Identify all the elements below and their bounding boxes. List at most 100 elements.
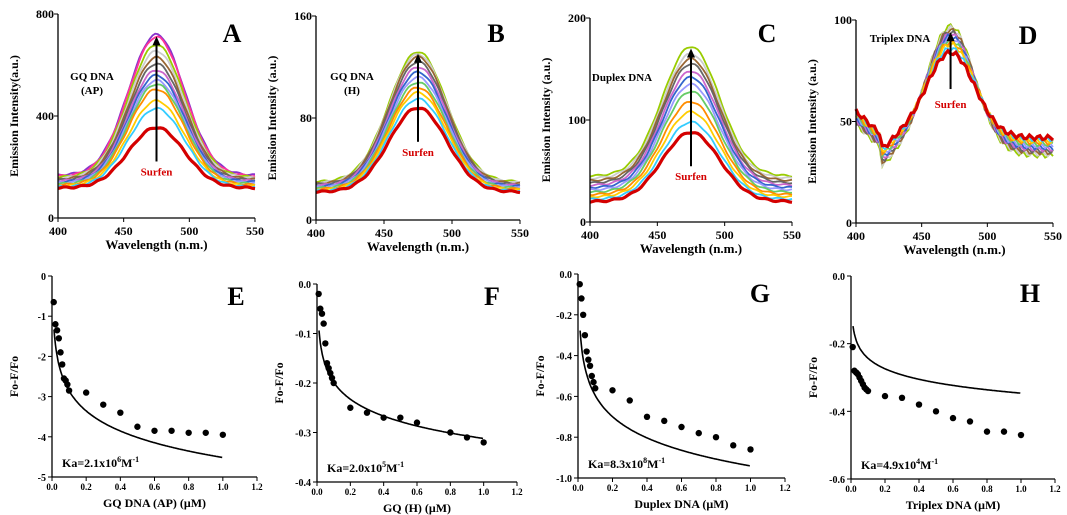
y-tick-label: 80 — [300, 111, 312, 125]
dna-annotation: (H) — [344, 85, 360, 97]
panel-E: 0.0 0.2 0.4 0.6 0.8 1.0 1.2 0 -1 -2 -3 -4 -5 GQ DNA (… — [7, 272, 263, 510]
x-tick-label: 1.2 — [511, 487, 523, 497]
x-tick-label: 0.2 — [345, 487, 357, 497]
x-axis-label: GQ DNA (AP) (μM) — [103, 496, 206, 510]
x-tick-label: 500 — [443, 226, 461, 240]
ka-unit-exponent: -1 — [659, 456, 666, 465]
x-tick-label: 0.2 — [81, 482, 93, 492]
x-tick-label: 450 — [913, 229, 931, 243]
data-point — [626, 397, 633, 404]
y-tick-label: -0.2 — [556, 311, 572, 322]
x-tick-label: 1.2 — [779, 483, 791, 493]
data-point — [1017, 431, 1025, 439]
y-tick-label: 0 — [48, 211, 54, 225]
data-point — [134, 423, 141, 430]
data-point — [219, 431, 227, 438]
data-point — [949, 414, 957, 422]
data-point — [315, 290, 322, 298]
x-tick-label: 550 — [246, 224, 264, 238]
ka-unit-exponent: -1 — [133, 455, 140, 464]
y-tick-label: -1.0 — [556, 474, 572, 485]
ka-unit-exponent: -1 — [932, 457, 939, 466]
panel-G: 0.0 0.2 0.4 0.6 0.8 1.0 1.2 0.0 -0.2 -0.4 -0.6 -0.8… — [533, 270, 791, 511]
x-tick-label: 0.6 — [411, 487, 423, 497]
data-point — [318, 310, 326, 317]
data-point — [151, 427, 158, 434]
x-tick-label: 0.8 — [183, 482, 195, 492]
x-tick-label: 1.0 — [217, 482, 229, 492]
x-tick-label: 400 — [49, 224, 67, 238]
x-tick-label: 1.0 — [1015, 484, 1027, 494]
panel-D: 400 450 500 550 0 50 100 Wavelength (n.m.) Emiss… — [805, 13, 1062, 257]
panel-C: 400 450 500 550 0 100 200 Wavelength (n.m.) Emis… — [539, 11, 801, 256]
y-tick-label: 0 — [41, 272, 46, 283]
data-point — [327, 369, 334, 377]
data-point — [585, 356, 592, 363]
spectrum-line — [589, 46, 793, 178]
y-tick-label: -2 — [38, 352, 46, 363]
fit-curve — [318, 330, 484, 440]
surfen-label: Surfen — [935, 99, 967, 111]
data-point — [50, 298, 57, 306]
y-tick-label: 0.0 — [833, 272, 846, 283]
fit-curve — [579, 330, 750, 467]
surfen-label: Surfen — [675, 171, 707, 183]
y-tick-label: 50 — [840, 115, 852, 129]
data-point — [581, 332, 589, 339]
data-point — [117, 409, 124, 416]
x-tick-label: 550 — [783, 228, 801, 242]
data-point — [100, 401, 107, 408]
x-axis-label: Wavelength (n.m.) — [105, 237, 207, 252]
x-tick-label: 550 — [511, 226, 529, 240]
x-tick-label: 450 — [648, 228, 666, 242]
ka-prefix: Ka=4.9x10 — [861, 458, 916, 472]
data-point — [65, 387, 73, 394]
x-tick-label: 0.2 — [879, 484, 891, 494]
ka-prefix: Ka=8.3x10 — [588, 457, 643, 471]
data-point — [864, 387, 872, 395]
x-tick-label: 400 — [307, 226, 325, 240]
y-axis-label: Emission Intensity (a.u.) — [539, 58, 553, 183]
x-tick-label: 500 — [716, 228, 734, 242]
spectrum-line — [854, 48, 1055, 149]
x-axis-label: Duplex DNA (μM) — [634, 497, 728, 511]
x-tick-label: 1.0 — [478, 487, 490, 497]
data-point — [588, 372, 595, 380]
panel-letter: A — [223, 19, 242, 48]
x-tick-label: 0.8 — [445, 487, 457, 497]
data-point — [397, 414, 404, 421]
data-point — [347, 404, 354, 411]
dna-annotation: GQ DNA — [330, 71, 374, 83]
ka-unit: M — [121, 456, 132, 470]
data-point — [413, 419, 421, 426]
fit-curve — [852, 325, 1021, 394]
y-axis-label: Fo-F/Fo — [806, 357, 820, 398]
arrow-head — [946, 32, 955, 42]
x-tick-label: 0.2 — [607, 483, 619, 493]
y-tick-label: -0.4 — [556, 352, 572, 363]
data-point — [480, 439, 487, 446]
y-axis-label: Fo-F/Fo — [7, 356, 21, 397]
x-tick-label: 0.0 — [311, 487, 323, 497]
y-axis-label: Fo-F/Fo — [533, 355, 547, 396]
y-axis-label: Fo-F/Fo — [272, 362, 286, 403]
dna-annotation: Triplex DNA — [870, 33, 931, 45]
arrow-head — [687, 48, 695, 58]
y-tick-label: -1 — [38, 312, 46, 323]
x-tick-label: 0.4 — [115, 482, 127, 492]
data-point — [678, 423, 685, 431]
x-tick-label: 500 — [978, 229, 996, 243]
panel-letter: F — [484, 282, 500, 311]
data-point — [323, 360, 331, 367]
data-point — [881, 392, 889, 400]
x-tick-label: 550 — [1044, 229, 1062, 243]
data-point — [583, 348, 590, 355]
ka-prefix: Ka=2.1x10 — [62, 456, 117, 470]
data-point — [643, 413, 651, 420]
dna-annotation: Duplex DNA — [592, 72, 652, 84]
data-point — [322, 340, 329, 347]
ka-exponent: 8 — [643, 456, 647, 465]
y-tick-label: -0.2 — [295, 379, 311, 390]
data-point — [447, 429, 454, 436]
